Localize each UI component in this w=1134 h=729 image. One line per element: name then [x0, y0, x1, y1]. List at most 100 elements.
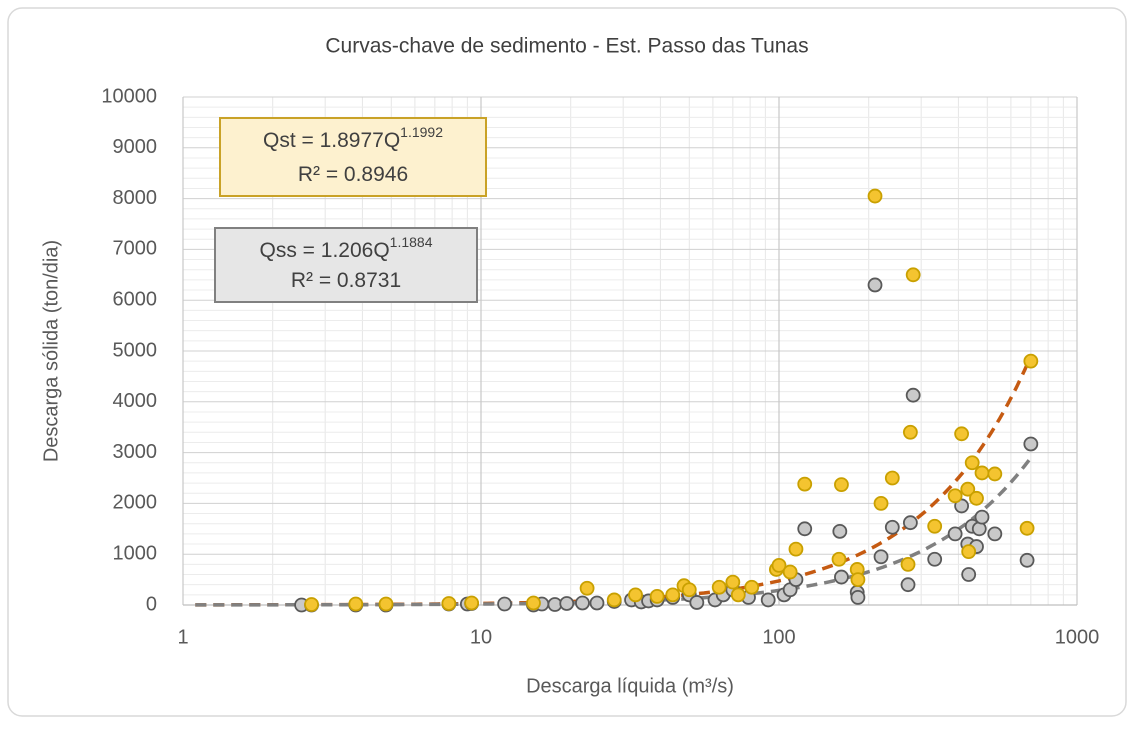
data-point	[947, 526, 963, 542]
data-point	[834, 477, 849, 493]
data-point	[575, 595, 590, 611]
trend-equation: Qss = 1.206Q1.1884	[259, 234, 432, 262]
trend-equation: Qst = 1.8977Q1.1992	[263, 124, 443, 152]
data-point	[964, 455, 980, 471]
data-point	[589, 595, 605, 611]
y-tick-label: 9000	[113, 136, 158, 158]
equation-part: 1.206	[321, 239, 374, 262]
data-point	[649, 588, 665, 604]
data-point	[987, 466, 1003, 482]
data-point	[788, 541, 804, 557]
data-point	[725, 574, 741, 590]
y-axis-label: Descarga sólida (ton/dia)	[40, 240, 62, 462]
data-point	[954, 426, 970, 442]
data-point	[902, 424, 918, 440]
data-point	[559, 596, 575, 611]
data-point	[954, 498, 970, 514]
y-tick-label: 3000	[113, 441, 158, 463]
marks	[195, 188, 1039, 613]
data-point	[974, 509, 990, 525]
data-point	[797, 521, 813, 537]
y-tick-label: 0	[146, 593, 157, 615]
equation-part: Qst =	[263, 129, 320, 152]
equation-part: Q	[373, 239, 389, 262]
data-point	[969, 490, 984, 506]
data-point	[348, 596, 364, 612]
data-point	[927, 518, 943, 534]
data-point	[884, 519, 900, 535]
y-tick-label: 6000	[113, 288, 158, 310]
data-point	[711, 579, 727, 595]
data-point	[1019, 552, 1035, 568]
y-tick-label: 2000	[113, 492, 158, 514]
data-point	[867, 188, 883, 204]
data-point	[730, 587, 746, 603]
data-point	[579, 580, 595, 596]
equation-part: Qss =	[259, 239, 320, 262]
data-point	[873, 549, 889, 565]
y-tick-label: 1000	[113, 542, 158, 564]
data-point	[873, 495, 889, 511]
data-point	[905, 267, 921, 283]
equation-box	[214, 227, 478, 303]
data-point	[960, 481, 976, 497]
data-point	[961, 544, 977, 560]
r2-value: 0.8731	[337, 269, 401, 292]
labels: 0100020003000400050006000700080009000100…	[101, 85, 1099, 648]
trend-r2: R² = 0.8731	[291, 269, 401, 292]
r2-text: R² =	[298, 163, 344, 186]
data-point	[947, 488, 963, 504]
equation-part: Q	[384, 129, 400, 152]
equation-part: 1.1884	[390, 234, 433, 250]
y-tick-label: 10000	[101, 85, 157, 107]
x-tick-label: 100	[762, 626, 795, 648]
data-point	[867, 277, 883, 293]
r2-text: R² =	[291, 269, 337, 292]
data-point	[850, 572, 866, 587]
x-tick-label: 1	[177, 626, 188, 648]
data-point	[902, 515, 918, 531]
equation-box	[219, 117, 487, 197]
r2-value: 0.8946	[344, 163, 408, 186]
data-point	[689, 595, 705, 610]
data-point	[834, 569, 849, 585]
data-point	[606, 592, 622, 608]
data-point	[987, 526, 1003, 542]
x-tick-label: 10	[470, 626, 492, 648]
y-tick-label: 4000	[113, 390, 158, 412]
data-point	[831, 551, 847, 567]
chart-title: Curvas-chave de sedimento - Est. Passo d…	[325, 35, 808, 58]
data-point	[850, 589, 866, 605]
data-point	[927, 551, 943, 567]
data-point	[782, 564, 798, 580]
data-point	[961, 567, 977, 582]
y-tick-label: 5000	[113, 339, 158, 361]
y-tick-label: 8000	[113, 187, 158, 209]
data-point	[378, 596, 394, 612]
y-tick-label: 7000	[113, 238, 158, 260]
equation-part: 1.1992	[400, 124, 443, 140]
x-tick-label: 1000	[1055, 626, 1100, 648]
equation-part: 1.8977	[320, 129, 384, 152]
data-point	[797, 476, 813, 492]
x-axis-label: Descarga líquida (m³/s)	[526, 675, 734, 697]
data-point	[304, 597, 319, 612]
data-point	[905, 387, 921, 403]
data-point	[744, 579, 760, 595]
data-point	[441, 596, 457, 611]
data-point	[771, 557, 787, 573]
data-point	[628, 587, 643, 603]
data-point	[1023, 436, 1039, 452]
data-point	[760, 592, 776, 608]
data-point	[1023, 353, 1039, 369]
data-point	[900, 577, 916, 593]
data-point	[832, 523, 848, 539]
data-point	[464, 595, 480, 611]
data-point	[497, 596, 512, 612]
data-point	[884, 470, 900, 486]
data-point	[900, 556, 916, 572]
data-point	[526, 595, 541, 611]
data-point	[681, 582, 697, 598]
data-point	[1019, 520, 1035, 536]
data-point	[665, 587, 681, 603]
